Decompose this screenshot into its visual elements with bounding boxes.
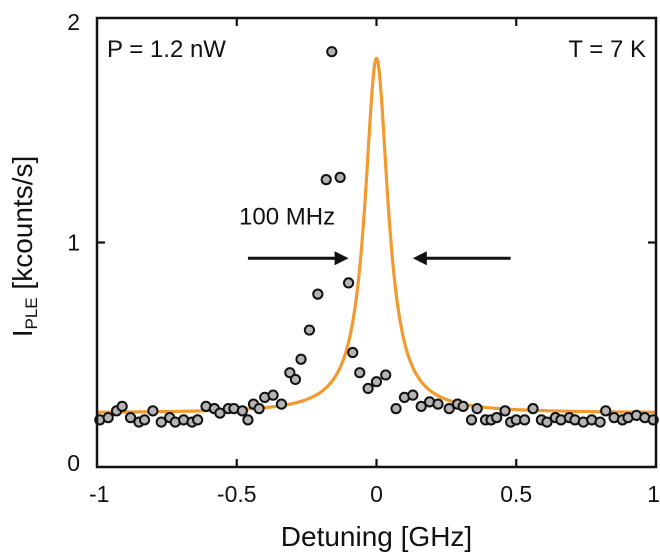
y-axis-title-unit: [kcounts/s] — [7, 156, 38, 298]
data-point — [519, 414, 531, 426]
data-point — [471, 403, 483, 415]
axis-tick-labels: -1 -0.5 0 0.5 1 0 1 2 — [67, 9, 660, 507]
data-point — [354, 367, 366, 379]
x-tick-label: -0.5 — [217, 481, 257, 507]
data-point — [457, 400, 469, 412]
data-point — [116, 400, 128, 412]
x-tick-label: 1 — [647, 481, 660, 507]
data-point — [320, 174, 332, 186]
plot-frame — [95, 16, 658, 469]
data-point — [415, 400, 427, 412]
y-tick-label: 0 — [67, 450, 80, 476]
data-points-layer — [94, 46, 659, 428]
x-tick-label: -1 — [89, 481, 109, 507]
data-point — [236, 405, 248, 417]
data-point — [253, 403, 265, 415]
data-point — [155, 416, 167, 428]
y-axis-title-subscript: PLE — [22, 297, 41, 329]
data-point — [192, 414, 204, 426]
data-point — [147, 405, 159, 417]
data-point — [443, 403, 455, 415]
data-point — [334, 171, 346, 183]
data-point — [326, 46, 338, 58]
data-point — [390, 403, 402, 415]
data-point — [289, 373, 302, 386]
data-point — [465, 414, 478, 426]
data-point — [342, 277, 355, 289]
data-point — [138, 414, 151, 426]
data-point — [347, 346, 359, 359]
y-tick-label: 2 — [67, 9, 80, 35]
data-point — [499, 405, 511, 417]
data-point — [102, 412, 114, 424]
data-point — [527, 403, 539, 415]
data-point — [214, 407, 226, 419]
right-arrow-head — [412, 251, 427, 266]
data-point — [370, 376, 383, 388]
data-point — [242, 414, 254, 426]
x-tick-label: 0.5 — [500, 481, 532, 507]
y-tick-label: 1 — [67, 230, 80, 256]
y-axis-title-main: I — [7, 329, 38, 337]
data-point — [594, 416, 606, 428]
data-point — [312, 288, 324, 300]
data-point — [491, 412, 503, 424]
data-point — [380, 369, 392, 381]
temperature-annotation: T = 7 K — [568, 36, 646, 63]
data-point — [303, 324, 316, 336]
data-point — [267, 389, 279, 401]
data-point — [600, 405, 612, 417]
linewidth-arrows — [247, 251, 511, 266]
data-point — [362, 382, 374, 395]
power-annotation: P = 1.2 nW — [107, 36, 226, 63]
data-point — [124, 412, 137, 424]
data-point — [295, 353, 307, 365]
fit-curve-layer — [96, 56, 657, 414]
data-point — [407, 389, 419, 401]
left-arrow-head — [334, 251, 349, 266]
y-axis-title: IPLE [kcounts/s] — [7, 156, 41, 338]
axis-ticks — [97, 18, 656, 467]
data-point — [541, 416, 553, 428]
linewidth-annotation: 100 MHz — [239, 204, 335, 231]
lorentzian-fit-line — [96, 56, 657, 414]
x-axis-title: Detuning [GHz] — [281, 521, 472, 552]
data-point — [432, 398, 444, 410]
x-tick-label: 0 — [370, 481, 383, 507]
data-point — [275, 398, 288, 410]
